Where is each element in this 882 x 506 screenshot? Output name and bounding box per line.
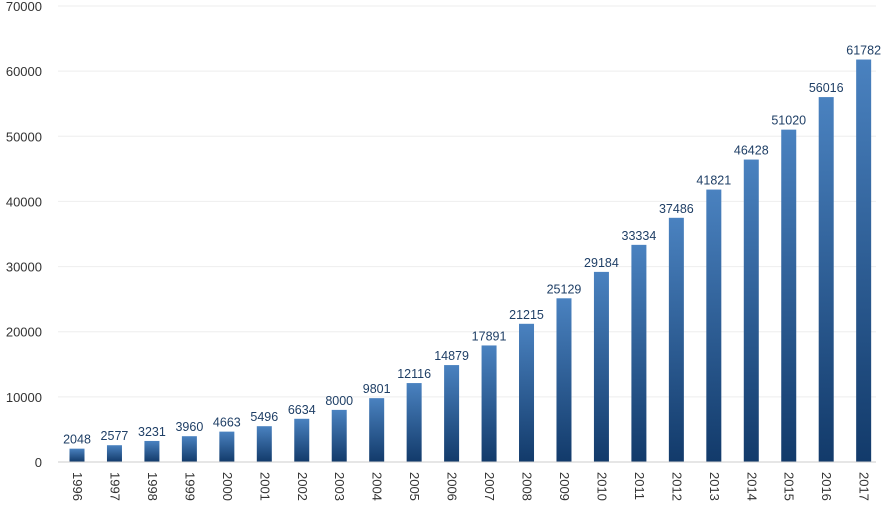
x-tick-label: 2014 — [744, 472, 759, 501]
data-label: 12116 — [397, 367, 431, 381]
data-labels: 2048 2577 3231 3960 4663 5496 6634 8000 9801 1211… — [63, 44, 881, 447]
x-tick-label: 2008 — [520, 472, 535, 501]
data-label: 14879 — [434, 349, 469, 363]
data-label: 41821 — [696, 174, 731, 188]
x-tick-label: 2016 — [819, 472, 834, 501]
bar — [818, 97, 834, 463]
x-tick-label: 2017 — [857, 472, 872, 501]
bar — [369, 398, 385, 462]
data-label: 8000 — [325, 394, 353, 408]
bars — [69, 59, 872, 463]
bar — [781, 129, 797, 462]
data-label: 46428 — [734, 144, 769, 158]
bar — [706, 189, 722, 463]
bar — [331, 409, 347, 462]
bar — [444, 365, 460, 462]
data-label: 51020 — [771, 114, 806, 128]
y-tick-label: 60000 — [6, 64, 42, 79]
y-axis-ticks: 0 10000 20000 30000 40000 50000 60000 70000 — [6, 0, 42, 470]
x-tick-label: 2009 — [557, 472, 572, 501]
data-label: 5496 — [250, 410, 278, 424]
bar — [631, 244, 647, 462]
data-label: 3231 — [138, 425, 166, 439]
data-label: 37486 — [659, 202, 694, 216]
bar — [256, 426, 272, 462]
data-label: 29184 — [584, 256, 619, 270]
bar — [856, 59, 872, 463]
y-tick-label: 30000 — [6, 260, 42, 275]
bar — [106, 445, 122, 462]
data-label: 2577 — [101, 429, 129, 443]
bar — [593, 271, 609, 462]
bar — [743, 159, 759, 462]
bar — [519, 323, 535, 462]
y-tick-label: 70000 — [6, 0, 42, 14]
data-label: 61782 — [846, 44, 881, 58]
data-label: 2048 — [63, 433, 91, 447]
x-tick-label: 1996 — [70, 472, 85, 501]
bar — [481, 345, 497, 462]
x-tick-label: 2004 — [370, 472, 385, 501]
bar — [144, 440, 160, 462]
data-label: 6634 — [288, 403, 316, 417]
y-tick-label: 10000 — [6, 390, 42, 405]
bar — [69, 448, 85, 462]
x-axis-ticks: 1996 1997 1998 1999 2000 2001 2002 2003 2004 2005… — [70, 472, 872, 501]
y-tick-label: 0 — [35, 455, 42, 470]
x-tick-label: 2006 — [445, 472, 460, 501]
y-tick-label: 50000 — [6, 129, 42, 144]
bar — [668, 217, 684, 462]
data-label: 9801 — [363, 382, 391, 396]
bar — [219, 431, 235, 462]
data-label: 21215 — [509, 308, 544, 322]
x-tick-label: 2007 — [482, 472, 497, 501]
bar — [406, 383, 422, 462]
data-label: 4663 — [213, 416, 241, 430]
x-tick-label: 1997 — [107, 472, 122, 501]
x-tick-label: 2013 — [707, 472, 722, 501]
data-label: 3960 — [175, 420, 203, 434]
bar — [294, 418, 310, 462]
x-tick-label: 2000 — [220, 472, 235, 501]
y-tick-label: 40000 — [6, 194, 42, 209]
data-label: 17891 — [472, 329, 507, 343]
x-tick-label: 2010 — [594, 472, 609, 501]
data-label: 56016 — [809, 81, 844, 95]
x-tick-label: 2005 — [407, 472, 422, 501]
bar — [181, 436, 197, 462]
data-label: 33334 — [622, 229, 657, 243]
x-tick-label: 2003 — [332, 472, 347, 501]
data-label: 25129 — [547, 282, 582, 296]
x-tick-label: 1999 — [182, 472, 197, 501]
bar — [556, 298, 572, 462]
x-tick-label: 2012 — [669, 472, 684, 501]
gridlines — [58, 5, 876, 398]
x-tick-label: 2001 — [257, 472, 272, 501]
x-tick-label: 2015 — [782, 472, 797, 501]
x-tick-label: 2002 — [295, 472, 310, 501]
x-tick-label: 2011 — [632, 472, 647, 500]
x-tick-label: 1998 — [145, 472, 160, 501]
y-tick-label: 20000 — [6, 325, 42, 340]
